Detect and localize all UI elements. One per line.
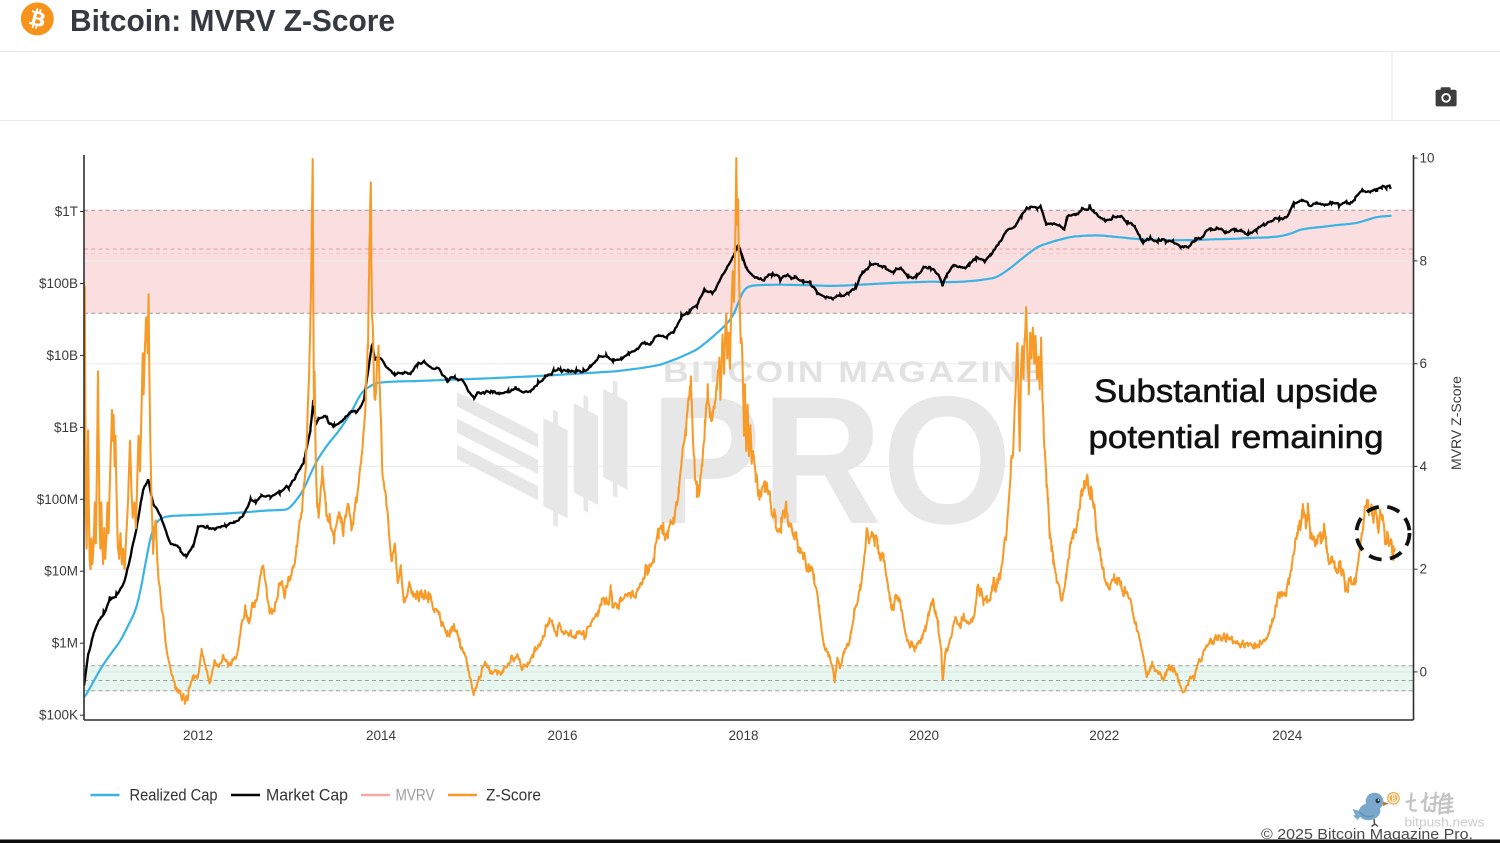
svg-text:© 2025 Bitcoin Magazine Pro.: © 2025 Bitcoin Magazine Pro. [1261,827,1473,843]
svg-text:10: 10 [1420,151,1435,166]
svg-text:2022: 2022 [1089,728,1119,743]
svg-text:0: 0 [1420,664,1428,679]
svg-text:6: 6 [1420,356,1428,371]
svg-text:$1B: $1B [54,420,78,435]
svg-text:$10M: $10M [44,564,78,579]
svg-text:2018: 2018 [728,728,758,743]
svg-text:$100B: $100B [39,276,78,291]
svg-text:Bitcoin: MVRV Z-Score: Bitcoin: MVRV Z-Score [70,3,395,38]
svg-text:$1M: $1M [52,636,78,651]
svg-text:2020: 2020 [909,728,939,743]
svg-text:$10B: $10B [46,348,78,363]
svg-text:MVRV Z-Score: MVRV Z-Score [1448,376,1464,470]
svg-text:2: 2 [1420,562,1428,577]
svg-text:Z-Score: Z-Score [486,787,541,805]
svg-text:2016: 2016 [547,728,577,743]
svg-text:Realized Cap: Realized Cap [130,787,218,805]
svg-text:potential remaining: potential remaining [1089,419,1384,455]
svg-text:2024: 2024 [1272,728,1303,743]
svg-text:$1T: $1T [55,204,78,219]
svg-text:BITCOIN MAGAZINE: BITCOIN MAGAZINE [663,356,1047,389]
svg-text:4: 4 [1420,459,1428,474]
svg-text:2014: 2014 [366,728,397,743]
svg-text:PRO: PRO [650,358,1012,562]
svg-text:bitpush.news: bitpush.news [1405,815,1485,829]
svg-text:Substantial upside: Substantial upside [1094,373,1378,409]
svg-text:$100K: $100K [39,708,78,723]
svg-text:MVRV: MVRV [396,787,435,805]
svg-text:$100M: $100M [37,492,78,507]
svg-text:8: 8 [1420,253,1428,268]
svg-text:Market Cap: Market Cap [266,787,348,805]
svg-text:2012: 2012 [183,728,213,743]
